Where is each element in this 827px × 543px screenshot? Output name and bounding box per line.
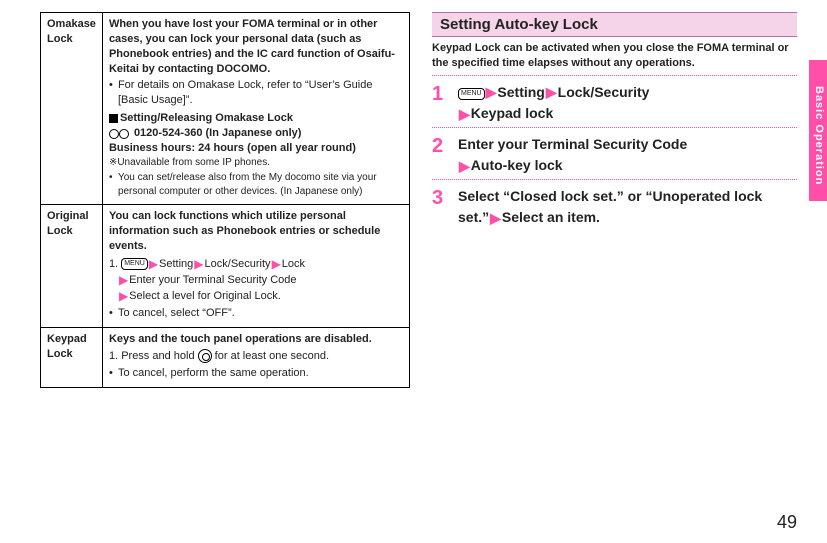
step-body: Select “Closed lock set.” or “Unoperated… — [458, 186, 797, 229]
t: Enter your Terminal Security Code — [458, 136, 687, 152]
step-body: MENU▶Setting▶Lock/Security ▶Keypad lock — [458, 82, 649, 126]
arrow-icon: ▶ — [546, 84, 557, 100]
omakase-bullet-2: You can set/release also from the My doc… — [109, 171, 403, 198]
arrow-icon: ▶ — [490, 210, 501, 226]
arrow-icon: ▶ — [459, 158, 470, 174]
right-column: Setting Auto-key Lock Keypad Lock can be… — [432, 12, 797, 388]
section-sub: Keypad Lock can be activated when you cl… — [432, 41, 797, 71]
omakase-intro: When you have lost your FOMA terminal or… — [109, 17, 403, 76]
arrow-icon: ▶ — [194, 257, 203, 271]
t: Setting — [497, 84, 544, 100]
divider — [432, 179, 797, 180]
t: Lock/Security — [205, 258, 271, 270]
side-tab: Basic Operation — [809, 74, 827, 201]
original-step1-line3: ▶Select a level for Original Lock. — [109, 288, 403, 304]
keypad-intro: Keys and the touch panel operations are … — [109, 332, 403, 347]
arrow-icon: ▶ — [459, 106, 470, 122]
original-intro: You can lock functions which utilize per… — [109, 209, 403, 254]
step-prefix: 1. — [109, 258, 118, 270]
arrow-icon: ▶ — [486, 84, 497, 100]
keypad-step1: 1. Press and hold for at least one secon… — [109, 349, 403, 364]
freedial-icon — [109, 127, 131, 139]
step-num: 2 — [432, 134, 450, 177]
arrow-icon: ▶ — [272, 257, 281, 271]
step-prefix: 1. — [109, 350, 118, 362]
omakase-setting-row: Setting/Releasing Omakase Lock — [109, 111, 403, 126]
t: Lock/Security — [558, 84, 650, 100]
omakase-phone: 0120-524-360 (In Japanese only) — [134, 127, 302, 139]
t: Keypad lock — [471, 105, 553, 121]
omakase-note1-text: Unavailable from some IP phones. — [117, 157, 270, 168]
step-2: 2 Enter your Terminal Security Code ▶Aut… — [432, 134, 797, 177]
row-original-label: Original Lock — [41, 205, 103, 328]
omakase-hours: Business hours: 24 hours (open all year … — [109, 141, 403, 156]
section-header: Setting Auto-key Lock — [432, 12, 797, 37]
t: Setting — [159, 258, 193, 270]
row-keypad-label: Keypad Lock — [41, 328, 103, 388]
original-bullet-1: To cancel, select “OFF”. — [109, 306, 403, 321]
t: for at least one second. — [212, 350, 329, 362]
step-3: 3 Select “Closed lock set.” or “Unoperat… — [432, 186, 797, 229]
menu-icon: MENU — [458, 88, 485, 100]
step-1: 1 MENU▶Setting▶Lock/Security ▶Keypad loc… — [432, 82, 797, 126]
t: Auto-key lock — [471, 157, 563, 173]
arrow-icon: ▶ — [149, 257, 158, 271]
row-omakase-label: Omakase Lock — [41, 13, 103, 205]
keypad-bullet-1: To cancel, perform the same operation. — [109, 366, 403, 381]
omakase-note1: ※Unavailable from some IP phones. — [109, 156, 403, 170]
lock-table: Omakase Lock When you have lost your FOM… — [40, 12, 410, 388]
omakase-phone-row: 0120-524-360 (In Japanese only) — [109, 126, 403, 141]
square-icon — [109, 114, 118, 123]
row-original-body: You can lock functions which utilize per… — [102, 205, 409, 328]
arrow-icon: ▶ — [119, 289, 128, 303]
t: Lock — [282, 258, 305, 270]
step-num: 1 — [432, 82, 450, 126]
side-strip — [809, 60, 827, 74]
omakase-bullet-1: For details on Omakase Lock, refer to “U… — [109, 78, 403, 108]
arrow-icon: ▶ — [119, 273, 128, 287]
t: Press and hold — [121, 350, 197, 362]
divider — [432, 127, 797, 128]
row-keypad-body: Keys and the touch panel operations are … — [102, 328, 409, 388]
original-step1-line2: ▶Enter your Terminal Security Code — [109, 272, 403, 288]
step-num: 3 — [432, 186, 450, 229]
page-number: 49 — [777, 512, 797, 533]
center-key-icon — [198, 349, 212, 363]
t: Select a level for Original Lock. — [129, 290, 281, 302]
t: Select an item. — [502, 209, 600, 225]
menu-icon: MENU — [121, 258, 148, 270]
original-step1: 1. MENU▶Setting▶Lock/Security▶Lock — [109, 256, 403, 272]
row-omakase-body: When you have lost your FOMA terminal or… — [102, 13, 409, 205]
step-body: Enter your Terminal Security Code ▶Auto-… — [458, 134, 687, 177]
text: Keypad Lock — [47, 333, 87, 360]
t: Enter your Terminal Security Code — [129, 274, 296, 286]
text: Original Lock — [47, 210, 89, 237]
divider — [432, 75, 797, 76]
omakase-setting-title: Setting/Releasing Omakase Lock — [120, 112, 293, 124]
text: Omakase Lock — [47, 18, 96, 45]
